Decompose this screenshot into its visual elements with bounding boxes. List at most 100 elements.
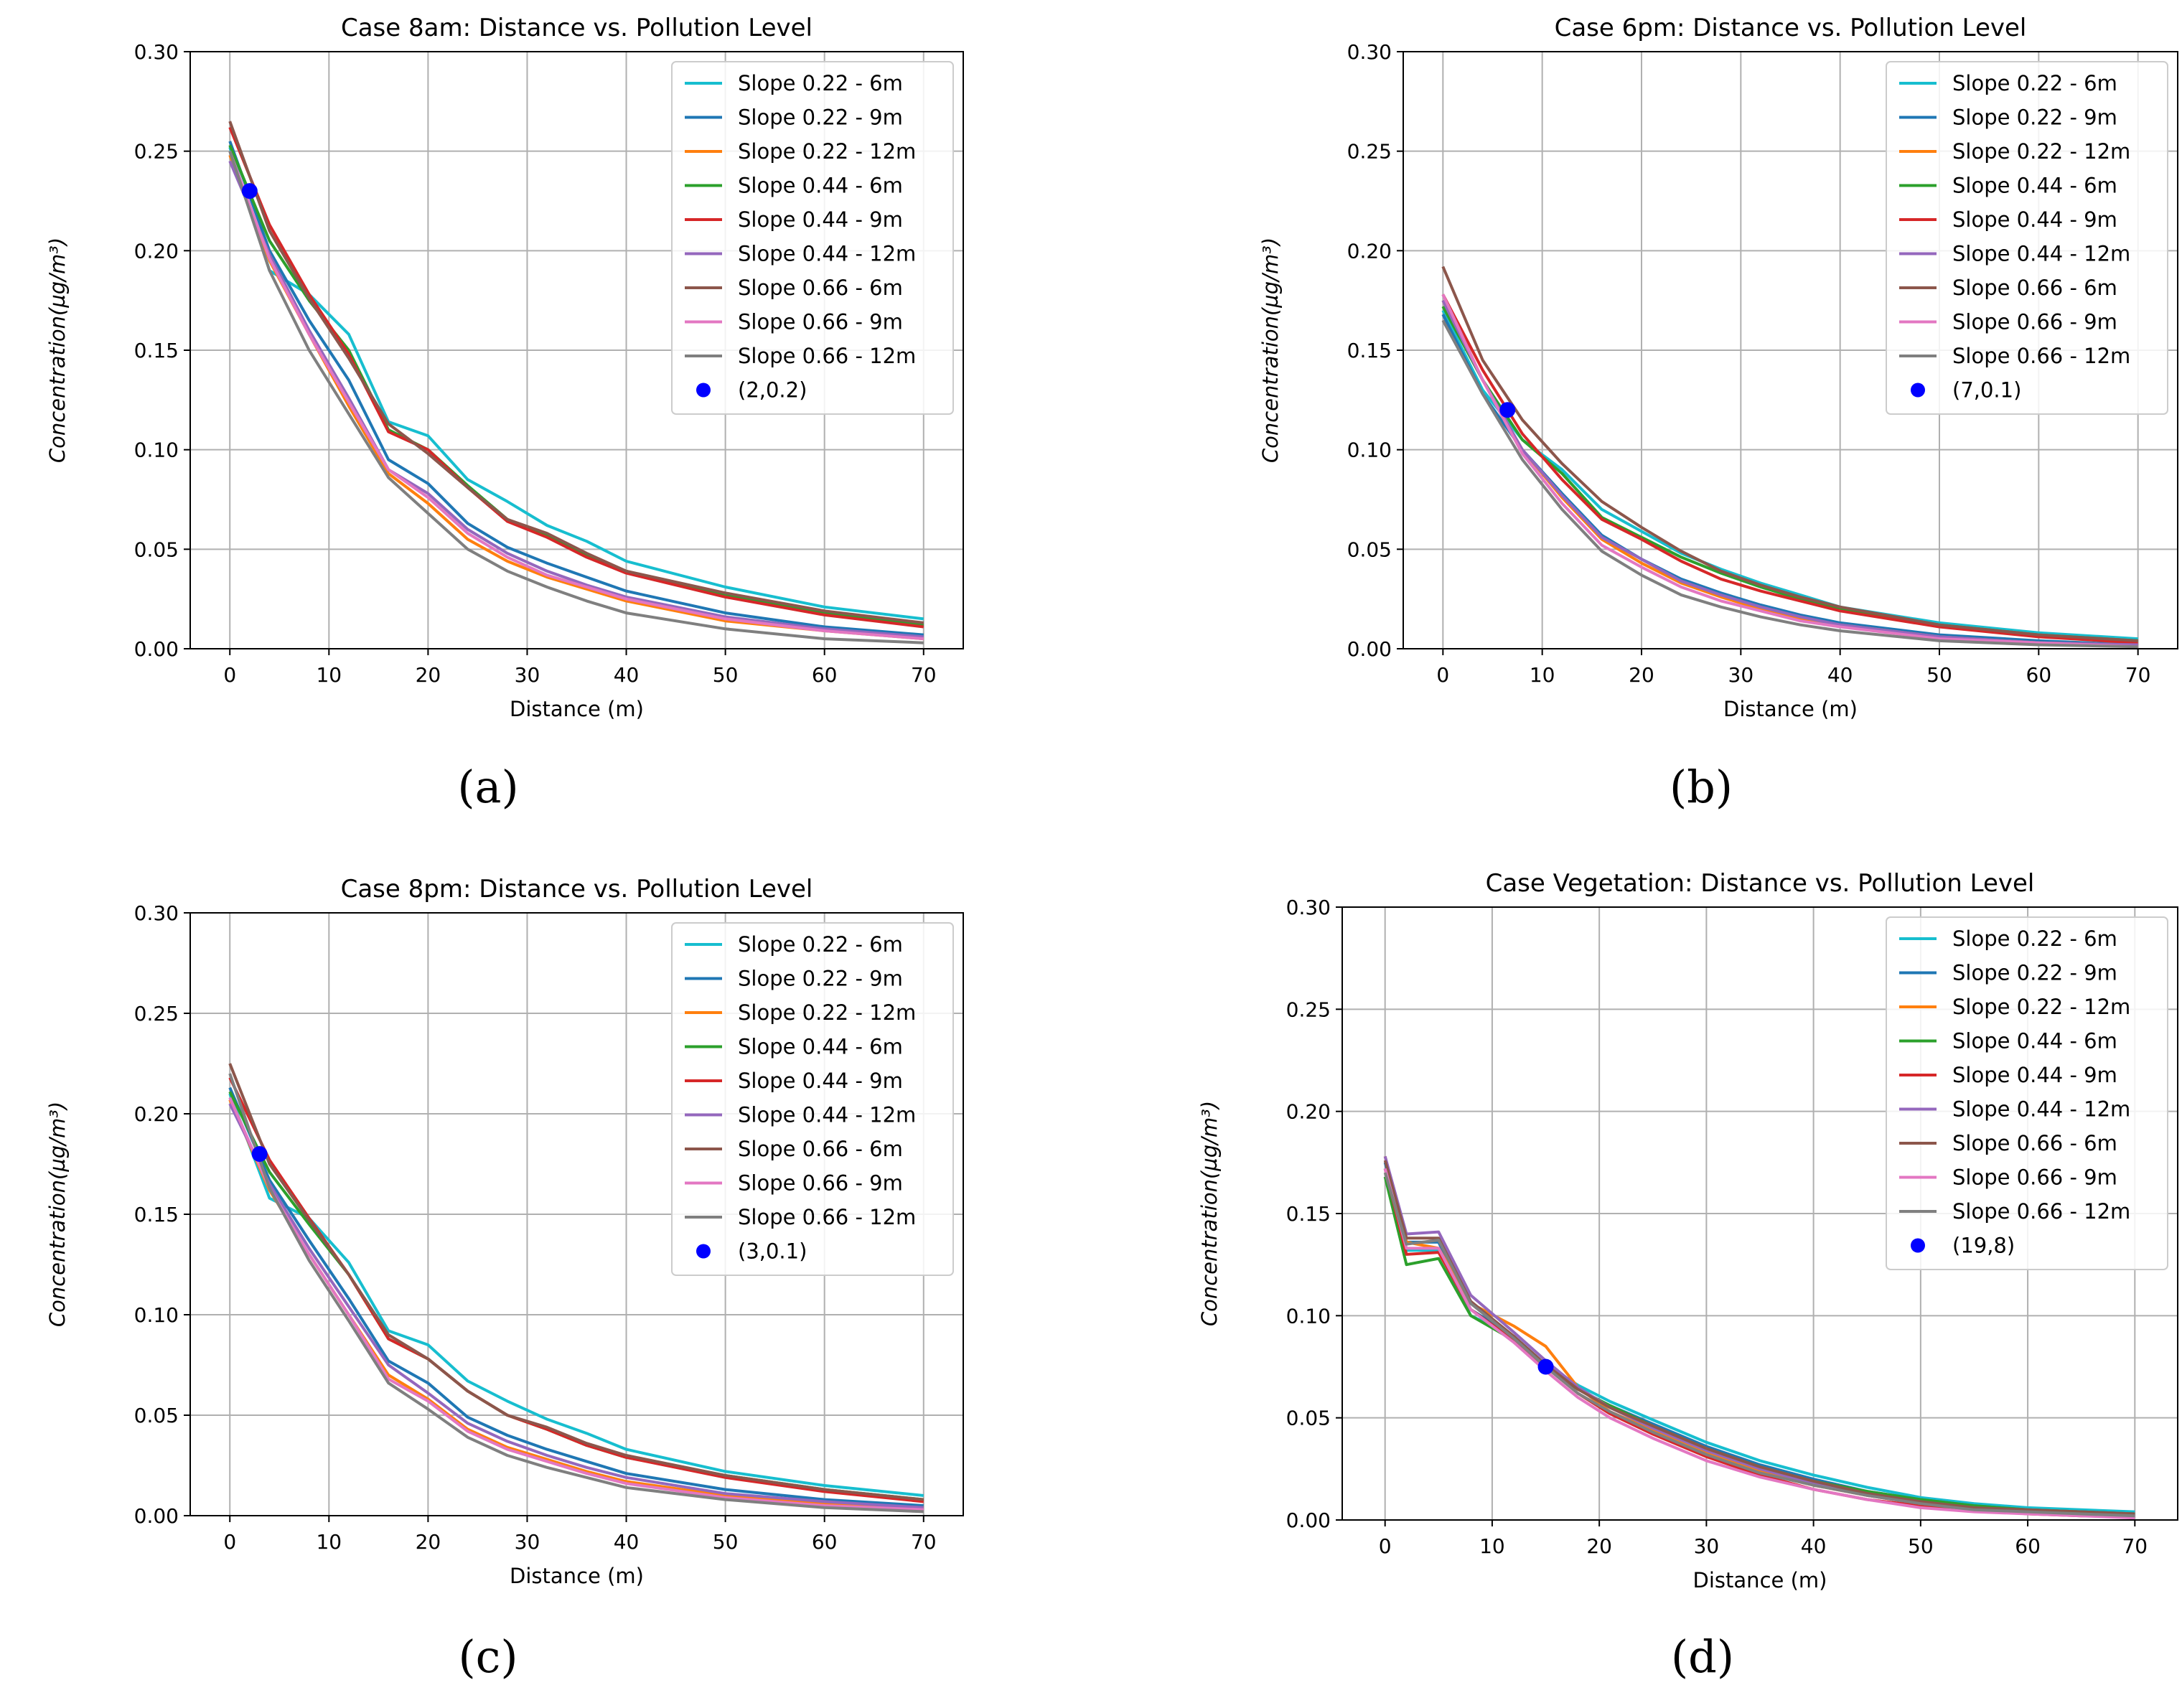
- legend-marker-swatch: [1911, 383, 1925, 398]
- x-tick-label: 60: [2026, 663, 2052, 687]
- legend-entry: Slope 0.22 - 9m: [738, 105, 903, 130]
- legend-entry: Slope 0.22 - 6m: [738, 932, 903, 957]
- x-tick-label: 10: [1530, 663, 1555, 687]
- y-tick-label: 0.15: [1286, 1202, 1331, 1226]
- x-tick-label: 60: [812, 1530, 838, 1554]
- x-tick-label: 20: [1586, 1534, 1612, 1558]
- series-line-c-1: [228, 1087, 924, 1507]
- chart-panel-c: 0 10 20 30 40 50 60 70 0.00 0.05 0.10 0.15 0.20 0.25 0…: [45, 875, 964, 1683]
- y-tick-label: 0.30: [1286, 896, 1331, 919]
- legend-entry: Slope 0.44 - 6m: [738, 174, 903, 198]
- legend-entry: Slope 0.22 - 6m: [1952, 71, 2117, 95]
- y-tick-label: 0.05: [134, 538, 179, 561]
- legend-entry: Slope 0.66 - 12m: [738, 1205, 916, 1229]
- y-tick-label: 0.10: [134, 1303, 179, 1327]
- series-line-a-7: [228, 151, 924, 641]
- y-axis-label: Concentration(µg/m³): [1258, 238, 1283, 463]
- x-tick-label: 40: [1827, 663, 1853, 687]
- legend-marker-entry: (3,0.1): [738, 1239, 807, 1264]
- x-tick-label: 30: [515, 1530, 540, 1554]
- legend-entry: Slope 0.22 - 12m: [738, 1000, 916, 1025]
- marker-point: [251, 1146, 268, 1162]
- series-line-a-1: [228, 141, 924, 637]
- y-tick-label: 0.05: [1286, 1407, 1331, 1430]
- y-tick-label: 0.00: [134, 637, 179, 661]
- x-axis-label: Distance (m): [1693, 1568, 1827, 1592]
- series-line-c-5: [228, 1103, 924, 1509]
- series-line-b-5: [1441, 299, 2138, 647]
- x-tick-label: 70: [2125, 663, 2151, 687]
- legend-box: [1886, 916, 2168, 1270]
- series-line-b-7: [1441, 294, 2138, 649]
- series-line-a-0: [228, 146, 924, 621]
- legend-box: [671, 922, 954, 1276]
- series-lines: [228, 121, 924, 644]
- legend-entry: Slope 0.66 - 12m: [1952, 1199, 2130, 1224]
- y-tick-label: 0.10: [1347, 438, 1392, 462]
- y-tick-label: 0.30: [134, 40, 179, 64]
- panel-caption: (c): [458, 1630, 518, 1683]
- x-tick-label: 30: [515, 663, 540, 687]
- series-line-b-6: [1441, 266, 2138, 642]
- legend-entry: Slope 0.44 - 12m: [1952, 242, 2130, 266]
- y-tick-label: 0.10: [1286, 1304, 1331, 1328]
- x-tick-label: 50: [713, 1530, 739, 1554]
- x-axis-label: Distance (m): [1723, 697, 1858, 721]
- series-line-a-8: [228, 151, 924, 644]
- y-tick-label: 0.00: [134, 1504, 179, 1528]
- x-tick-label: 70: [911, 663, 937, 687]
- legend-box: [671, 61, 954, 415]
- x-tick-label: 0: [223, 663, 236, 687]
- series-line-a-5: [228, 160, 924, 639]
- y-tick-label: 0.25: [1286, 998, 1331, 1021]
- legend-entry: Slope 0.66 - 6m: [1952, 276, 2117, 300]
- legend-entry: Slope 0.22 - 12m: [738, 139, 916, 164]
- legend-entry: Slope 0.44 - 6m: [1952, 1029, 2117, 1054]
- x-tick-label: 0: [1379, 1534, 1392, 1558]
- legend-entry: Slope 0.22 - 12m: [1952, 995, 2130, 1019]
- x-tick-label: 30: [1728, 663, 1754, 687]
- legend-entry: Slope 0.44 - 6m: [738, 1035, 903, 1059]
- x-tick-label: 50: [713, 663, 739, 687]
- y-axis-label: Concentration(µg/m³): [45, 1102, 70, 1327]
- series-line-d-7: [1383, 1168, 2135, 1520]
- legend-entry: Slope 0.44 - 9m: [738, 1069, 903, 1093]
- legend-entry: Slope 0.22 - 9m: [738, 967, 903, 991]
- x-tick-label: 20: [1629, 663, 1654, 687]
- x-tick-label: 10: [316, 1530, 342, 1554]
- chart-panel-a: 0 10 20 30 40 50 60 70 0.00 0.05 0.10 0.15 0.20 0.25 0…: [45, 14, 964, 813]
- panel-caption: (d): [1671, 1630, 1734, 1683]
- y-tick-label: 0.15: [134, 1203, 179, 1226]
- marker-point: [1537, 1359, 1554, 1375]
- y-tick-label: 0.15: [1347, 339, 1392, 362]
- x-tick-label: 20: [416, 1530, 441, 1554]
- chart-title: Case 6pm: Distance vs. Pollution Level: [1555, 14, 2027, 42]
- y-tick-label: 0.00: [1347, 637, 1392, 661]
- x-axis-label: Distance (m): [510, 1564, 644, 1588]
- chart-panel-d: 0 10 20 30 40 50 60 70 0.00 0.05 0.10 0.15 0.20 0.25 0…: [1197, 869, 2178, 1683]
- legend-entry: Slope 0.22 - 9m: [1952, 961, 2117, 985]
- chart-title: Case Vegetation: Distance vs. Pollution …: [1486, 869, 2035, 898]
- legend-entry: Slope 0.22 - 6m: [738, 71, 903, 95]
- x-tick-label: 10: [1479, 1534, 1505, 1558]
- legend-marker-entry: (19,8): [1952, 1234, 2015, 1258]
- series-line-c-8: [228, 1073, 924, 1514]
- x-tick-label: 40: [1801, 1534, 1827, 1558]
- x-axis-label: Distance (m): [510, 697, 644, 721]
- legend-entry: Slope 0.22 - 6m: [1952, 926, 2117, 951]
- x-tick-label: 50: [1926, 663, 1952, 687]
- legend-marker-entry: (7,0.1): [1952, 378, 2021, 403]
- y-tick-label: 0.00: [1286, 1508, 1331, 1532]
- y-tick-label: 0.30: [134, 901, 179, 925]
- series-line-c-6: [228, 1063, 924, 1501]
- series-line-b-8: [1441, 319, 2138, 649]
- legend-marker-swatch: [1911, 1238, 1925, 1253]
- legend-entry: Slope 0.66 - 6m: [738, 276, 903, 300]
- legend-box: [1886, 61, 2168, 415]
- legend: Slope 0.22 - 6m Slope 0.22 - 9m Slope 0.22…: [671, 922, 954, 1276]
- series-line-b-4: [1441, 294, 2138, 644]
- legend-entry: Slope 0.44 - 9m: [738, 207, 903, 232]
- x-tick-label: 40: [614, 1530, 640, 1554]
- chart-title: Case 8pm: Distance vs. Pollution Level: [341, 875, 813, 904]
